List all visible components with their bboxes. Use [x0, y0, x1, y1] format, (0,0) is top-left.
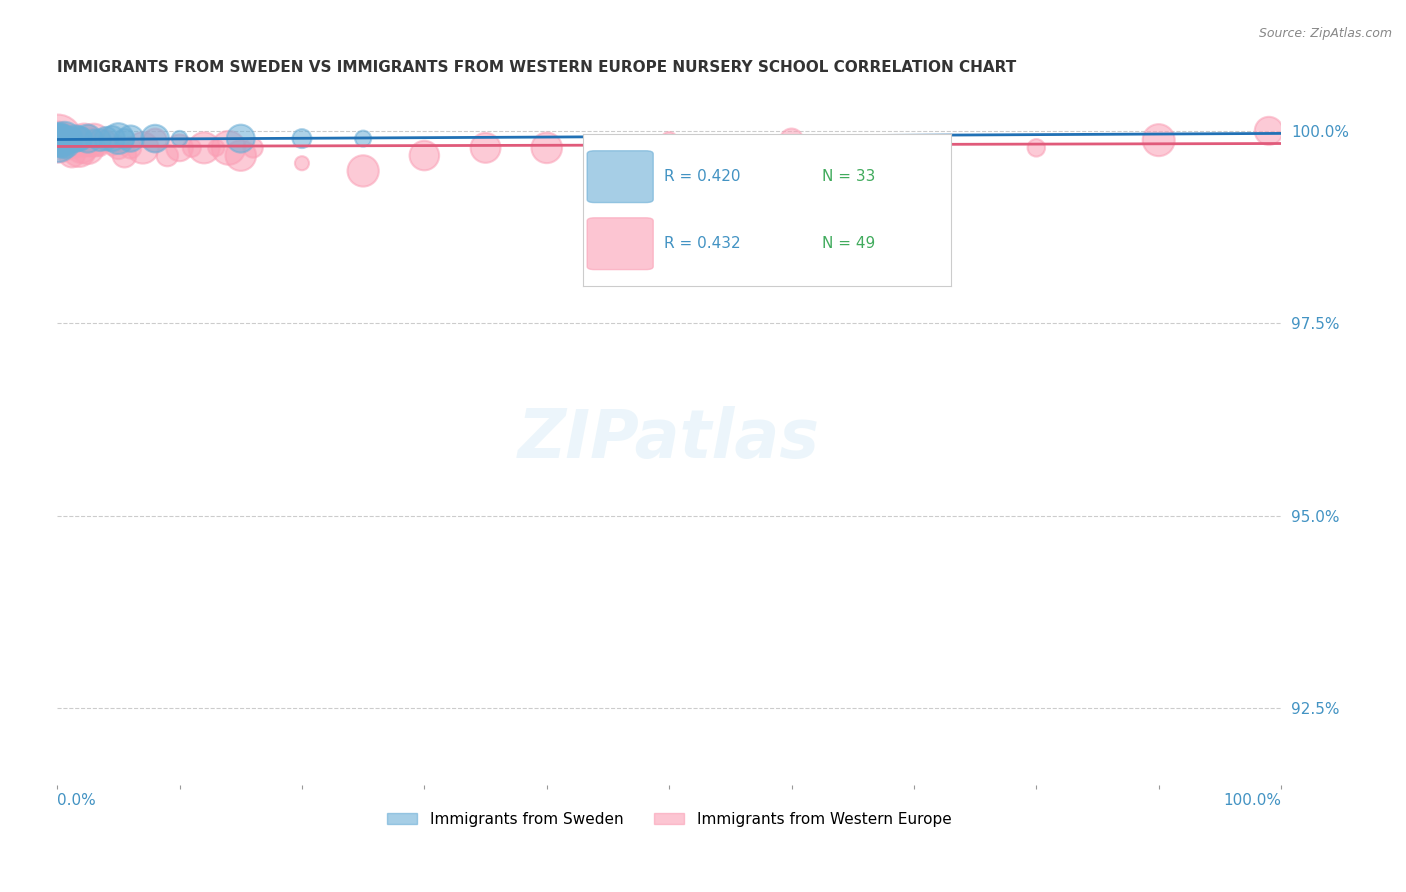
Point: [48, 133, 70, 147]
Point: [120, 131, 142, 145]
Point: [76, 131, 98, 145]
Text: Source: ZipAtlas.com: Source: ZipAtlas.com: [1258, 27, 1392, 40]
Point: [67, 143, 90, 157]
Point: [48, 131, 70, 145]
Point: [70, 131, 93, 145]
Point: [132, 141, 155, 155]
Point: [114, 148, 136, 162]
Point: [780, 133, 803, 147]
Point: [1025, 141, 1047, 155]
Point: [83, 131, 105, 145]
Point: [49, 133, 72, 147]
Point: [169, 141, 191, 155]
Point: [53, 131, 76, 145]
Point: [67, 131, 90, 145]
Point: [242, 141, 264, 155]
Point: [474, 141, 496, 155]
Point: [55, 139, 77, 153]
Point: [48, 133, 70, 147]
Point: [80, 136, 103, 150]
Point: [413, 148, 436, 162]
Point: [658, 133, 681, 147]
Point: [229, 131, 252, 145]
Point: [58, 131, 80, 145]
Point: [53, 133, 76, 147]
Point: [536, 141, 558, 155]
Point: [89, 141, 111, 155]
Point: [94, 131, 117, 145]
Point: [58, 141, 80, 155]
Point: [51, 136, 73, 150]
Point: [48, 131, 70, 145]
Point: [73, 133, 96, 147]
Point: [65, 131, 87, 145]
Point: [48, 136, 70, 150]
Point: [101, 141, 124, 155]
Point: [180, 141, 202, 155]
Point: [107, 141, 129, 155]
Point: [76, 141, 98, 155]
Point: [94, 133, 117, 147]
Point: [101, 131, 124, 145]
Point: [114, 131, 136, 145]
Point: [52, 136, 75, 150]
Point: [48, 131, 70, 145]
Point: [156, 148, 179, 162]
Point: [352, 131, 374, 145]
Point: [48, 131, 70, 145]
Point: [291, 131, 314, 145]
Text: IMMIGRANTS FROM SWEDEN VS IMMIGRANTS FROM WESTERN EUROPE NURSERY SCHOOL CORRELAT: IMMIGRANTS FROM SWEDEN VS IMMIGRANTS FRO…: [58, 60, 1017, 75]
Point: [143, 131, 166, 145]
Point: [49, 136, 72, 150]
Point: [46, 136, 69, 150]
Point: [55, 136, 77, 150]
Point: [70, 141, 93, 155]
Point: [51, 139, 73, 153]
Point: [352, 164, 374, 178]
Point: [169, 131, 191, 145]
Point: [58, 133, 80, 147]
Point: [48, 136, 70, 150]
Point: [49, 133, 72, 147]
Point: [107, 131, 129, 145]
Text: 100.0%: 100.0%: [1223, 793, 1281, 808]
Point: [51, 133, 73, 147]
Point: [60, 147, 83, 161]
Point: [143, 133, 166, 147]
Point: [1147, 133, 1170, 147]
Text: 0.0%: 0.0%: [58, 793, 96, 808]
Point: [56, 133, 79, 147]
Point: [60, 131, 83, 145]
Point: [291, 156, 314, 170]
Point: [83, 133, 105, 147]
Point: [205, 141, 228, 155]
Point: [1257, 124, 1279, 138]
Point: [49, 131, 72, 145]
Point: [65, 141, 87, 155]
Point: [46, 131, 69, 145]
Point: [56, 133, 79, 147]
Point: [193, 141, 215, 155]
Point: [120, 141, 142, 155]
Point: [53, 136, 76, 150]
Legend: Immigrants from Sweden, Immigrants from Western Europe: Immigrants from Sweden, Immigrants from …: [381, 805, 957, 833]
Point: [89, 133, 111, 147]
Point: [218, 141, 240, 155]
Text: ZIPatlas: ZIPatlas: [519, 406, 820, 472]
Point: [229, 148, 252, 162]
Point: [52, 131, 75, 145]
Point: [49, 131, 72, 145]
Point: [48, 131, 70, 145]
